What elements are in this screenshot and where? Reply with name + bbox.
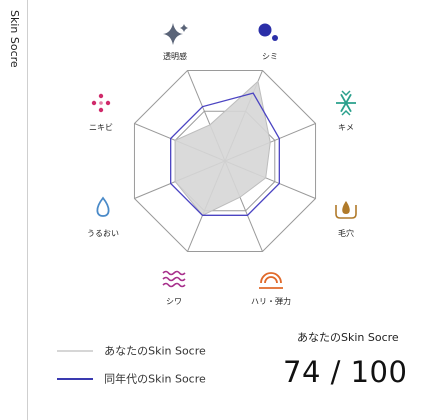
axis-label: 毛穴 [338,228,354,238]
axis-label: ハリ・弾力 [251,296,291,306]
sidebar-divider [27,0,28,420]
series-peer [170,92,280,216]
arcs-icon [259,272,283,289]
snowflake-icon [336,90,356,116]
axis-label: シワ [166,297,182,306]
sparkle-icon [163,23,188,45]
axis-label: キメ [338,123,354,132]
axis-label: うるおい [87,229,119,238]
score-title: あなたのSkin Socre [297,331,399,344]
legend-item-yours: あなたのSkin Socre [57,340,206,359]
pore-drop-icon [335,201,357,219]
legend-label-peer: 同年代のSkin Socre [104,372,206,386]
legend-line-yours [57,349,93,352]
sidebar-label-text: Skin Socre [8,10,21,68]
waves-icon [162,270,186,288]
axis-label: 透明感 [163,51,187,61]
legend-label-yours: あなたのSkin Socre [104,344,206,358]
legend-line-peer [57,377,93,380]
two-dots-icon [258,23,278,41]
legend-item-peer: 同年代のSkin Socre [57,368,206,387]
score-value: 74 / 100 [283,355,408,389]
water-drop-icon [96,196,110,217]
axis-label: シミ [262,52,278,61]
dots-grid-icon [91,93,111,113]
axis-label: ニキビ [89,123,113,132]
sidebar-label: Skin Socre [5,10,21,80]
